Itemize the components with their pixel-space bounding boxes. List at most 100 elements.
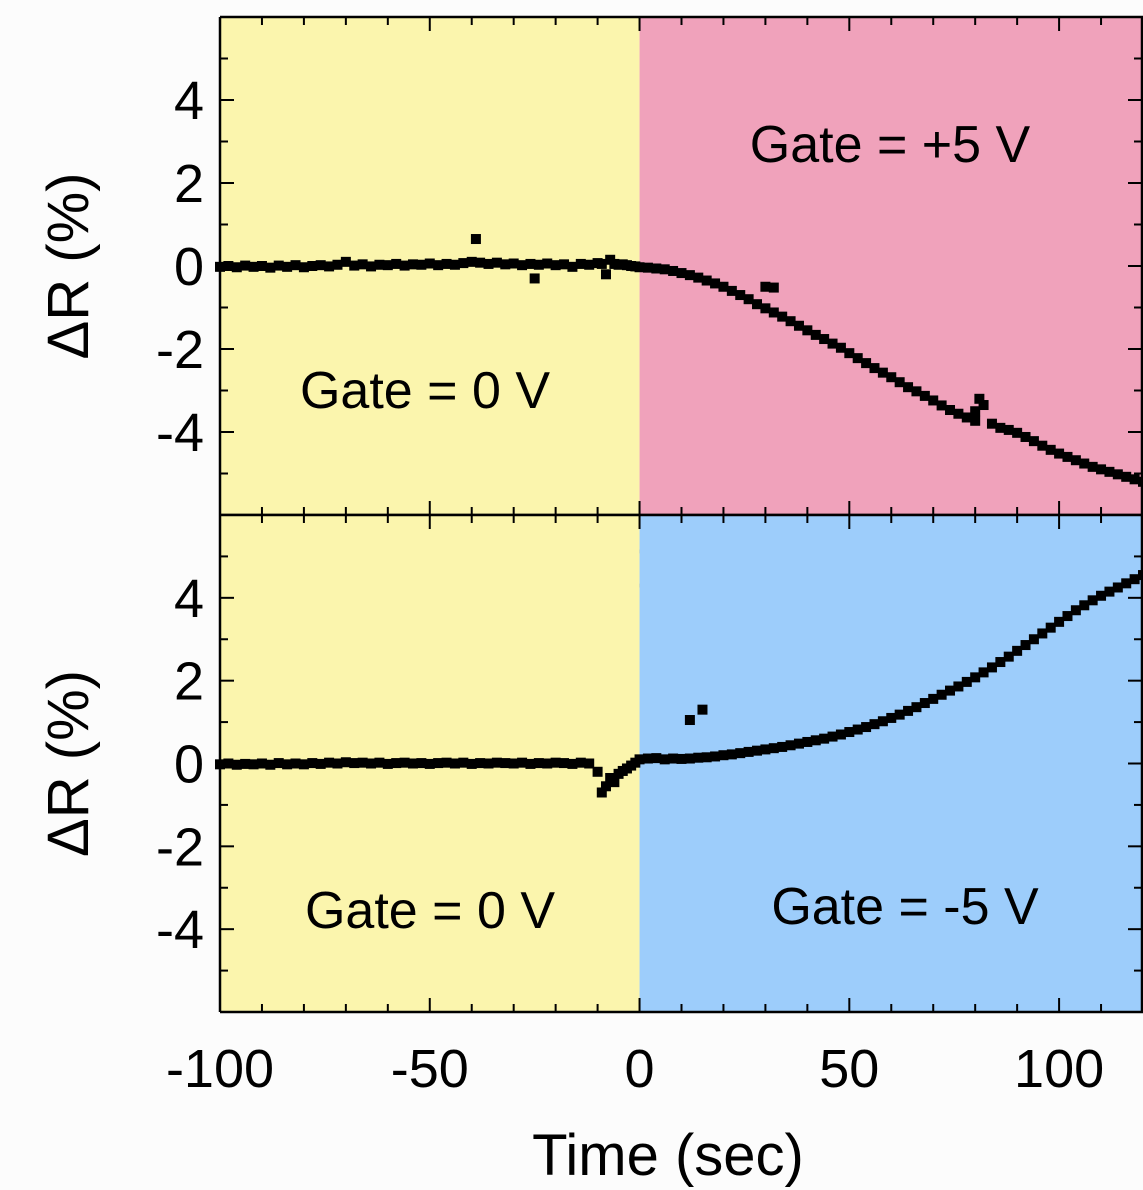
bottom-data-point bbox=[1112, 582, 1123, 593]
bottom-data-point bbox=[961, 676, 972, 687]
bottom-data-point bbox=[919, 698, 930, 709]
bottom-data-point bbox=[970, 672, 981, 683]
top-data-point bbox=[936, 400, 947, 411]
bottom-x-tick-label: -50 bbox=[391, 1039, 469, 1099]
top-data-point bbox=[542, 258, 553, 269]
top-data-point bbox=[1054, 448, 1065, 459]
top-data-point bbox=[995, 422, 1006, 433]
bottom-data-point bbox=[1037, 628, 1048, 639]
bottom-data-point bbox=[290, 758, 301, 769]
top-data-point bbox=[424, 258, 435, 269]
bottom-data-point bbox=[1062, 611, 1073, 622]
bottom-data-point bbox=[802, 736, 813, 747]
bottom-data-point bbox=[1129, 574, 1140, 585]
bottom-data-point bbox=[710, 751, 721, 762]
top-data-point bbox=[844, 348, 855, 359]
top-data-point bbox=[911, 386, 922, 397]
top-y-tick-label: -2 bbox=[156, 320, 204, 380]
top-data-point bbox=[533, 259, 544, 270]
top-data-point bbox=[265, 262, 276, 273]
bottom-data-point bbox=[542, 758, 553, 769]
bottom-data-point bbox=[240, 758, 251, 769]
top-data-point bbox=[1104, 466, 1115, 477]
top-data-point bbox=[483, 258, 494, 269]
bottom-x-tick-label: 100 bbox=[1014, 1039, 1104, 1099]
top-data-point bbox=[634, 262, 645, 273]
top-data-point bbox=[529, 273, 540, 284]
top-data-point bbox=[273, 260, 284, 271]
top-data-point bbox=[651, 263, 662, 274]
bottom-data-point bbox=[785, 740, 796, 751]
bottom-data-point bbox=[508, 758, 519, 769]
bottom-data-point bbox=[533, 758, 544, 769]
top-data-point bbox=[550, 260, 561, 271]
top-data-point bbox=[449, 259, 460, 270]
bottom-data-point bbox=[668, 753, 679, 764]
bottom-x-tick-label: 50 bbox=[819, 1039, 879, 1099]
top-data-point bbox=[760, 303, 771, 314]
top-data-point bbox=[584, 259, 595, 270]
bottom-data-point bbox=[592, 766, 603, 777]
top-data-point bbox=[366, 261, 377, 272]
top-data-point bbox=[659, 264, 670, 275]
top-data-point bbox=[458, 258, 469, 269]
bottom-data-point bbox=[844, 727, 855, 738]
bottom-data-point bbox=[600, 781, 611, 792]
top-data-point bbox=[726, 285, 737, 296]
top-data-point bbox=[290, 260, 301, 271]
bottom-data-point bbox=[819, 733, 830, 744]
top-data-point bbox=[953, 408, 964, 419]
top-data-point bbox=[768, 307, 779, 318]
top-data-point bbox=[349, 260, 360, 271]
top-data-point bbox=[861, 358, 872, 369]
bottom-data-point bbox=[1096, 590, 1107, 601]
bottom-data-point bbox=[852, 724, 863, 735]
top-data-point bbox=[1003, 424, 1014, 435]
top-data-point bbox=[416, 259, 427, 270]
bottom-data-point bbox=[928, 693, 939, 704]
top-data-point bbox=[575, 258, 586, 269]
bottom-data-point bbox=[827, 731, 838, 742]
top-data-point bbox=[894, 377, 905, 388]
top-data-point bbox=[718, 281, 729, 292]
top-data-point bbox=[668, 265, 679, 276]
top-data-point bbox=[1062, 451, 1073, 462]
bottom-data-point bbox=[416, 758, 427, 769]
top-data-point bbox=[1087, 461, 1098, 472]
top-data-point bbox=[1028, 436, 1039, 447]
bottom-data-point bbox=[752, 745, 763, 756]
bottom-data-point bbox=[735, 748, 746, 759]
top-data-point bbox=[399, 260, 410, 271]
bottom-data-point bbox=[810, 735, 821, 746]
bottom-data-point bbox=[1079, 600, 1090, 611]
top-data-point bbox=[827, 338, 838, 349]
top-data-point bbox=[819, 334, 830, 345]
bottom-data-point bbox=[307, 758, 318, 769]
bottom-data-point bbox=[986, 662, 997, 673]
bottom-data-point bbox=[575, 757, 586, 768]
top-data-point bbox=[223, 261, 234, 271]
bottom-data-point bbox=[894, 709, 905, 720]
top-data-point bbox=[785, 316, 796, 327]
bottom-data-point bbox=[491, 757, 502, 768]
bottom-data-point bbox=[332, 758, 343, 769]
top-data-point bbox=[248, 261, 259, 272]
top-y-axis-title: ΔR (%) bbox=[36, 173, 101, 360]
bottom-data-point bbox=[407, 758, 418, 769]
bottom-data-point bbox=[483, 758, 494, 769]
top-data-point bbox=[886, 372, 897, 383]
top-data-point bbox=[382, 260, 393, 271]
bottom-data-point bbox=[340, 757, 351, 768]
top-data-point bbox=[768, 282, 779, 293]
top-data-point bbox=[970, 406, 981, 417]
top-data-point bbox=[684, 270, 695, 281]
bottom-data-point bbox=[231, 759, 242, 770]
top-annotation-gate-plus5v: Gate = +5 V bbox=[750, 116, 1031, 174]
bottom-data-point bbox=[273, 758, 284, 769]
bottom-data-point bbox=[424, 758, 435, 769]
bottom-panel: -4 -2 0 2 4 -100 -50 0 50 100 Gate = 0 V Gate = -5 … bbox=[36, 513, 1143, 1188]
top-data-point bbox=[559, 259, 570, 270]
bottom-data-point bbox=[1138, 570, 1143, 581]
bottom-data-point bbox=[634, 754, 645, 765]
